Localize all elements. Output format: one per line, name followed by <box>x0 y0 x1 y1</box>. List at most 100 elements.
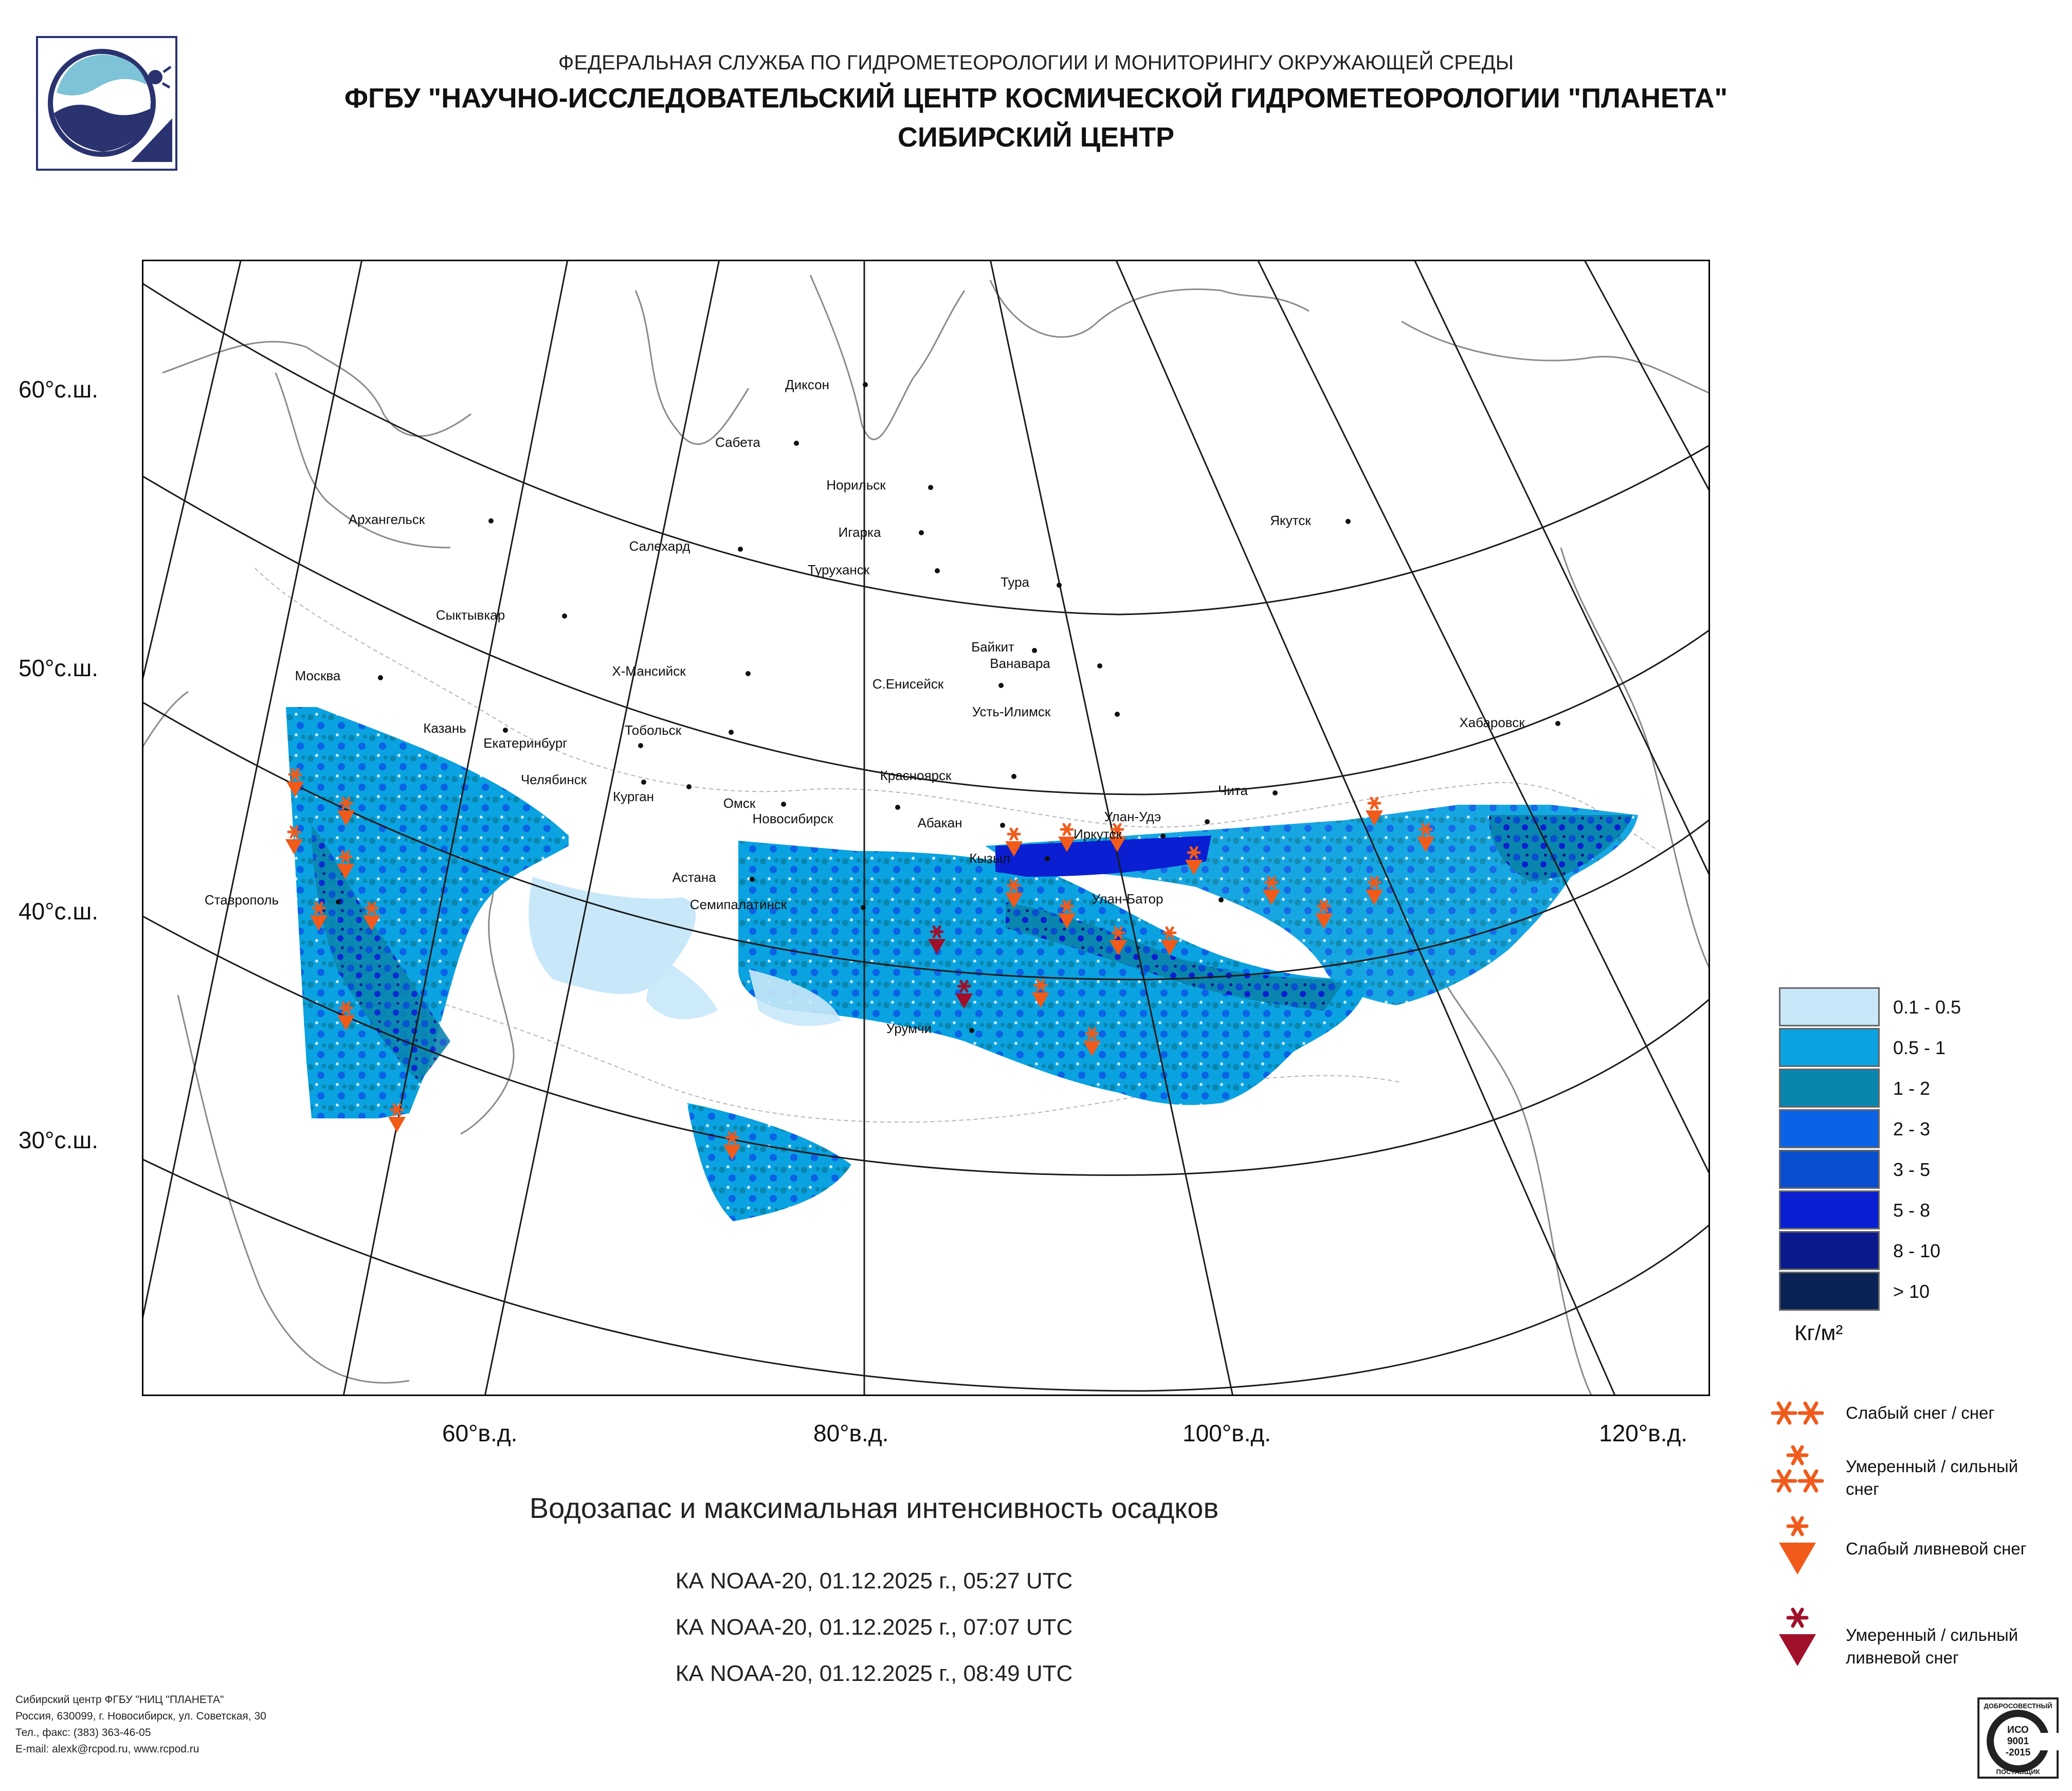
symbol-label-heavy-snow: Умеренный / сильный снег <box>1846 1457 2019 1498</box>
city-label-26: Абакан <box>917 815 962 830</box>
legend-label-3: 2 - 3 <box>1893 1118 1931 1139</box>
city-label-17: Тобольск <box>624 722 682 738</box>
city-dot <box>1045 856 1050 861</box>
pass-3: КА NOAA-20, 01.12.2025 г., 08:49 UTC <box>675 1661 1073 1686</box>
legend-swatch-3 <box>1779 1109 1880 1148</box>
light-shower-snow-marker <box>337 1001 355 1030</box>
city-label-9: Сыктывкар <box>435 607 505 623</box>
legend-unit: Кг/м² <box>1794 1320 1843 1345</box>
legend-label-1: 0.5 - 1 <box>1893 1037 1946 1058</box>
legend-swatch-5 <box>1779 1190 1880 1229</box>
city-label-22: Красноярск <box>880 768 952 783</box>
city-dot <box>935 568 940 573</box>
iso-line3: -2015 <box>2005 1747 2031 1758</box>
city-label-4: Игарка <box>838 524 881 540</box>
city-dot <box>895 805 900 810</box>
city-label-27: Улан-Удэ <box>1104 809 1161 824</box>
city-label-25: Новосибирск <box>752 811 833 826</box>
header-agency: ФЕДЕРАЛЬНАЯ СЛУЖБА ПО ГИДРОМЕТЕОРОЛОГИИ … <box>558 51 1514 74</box>
legend-swatch-7 <box>1779 1272 1880 1311</box>
contact-email: E-mail: alexk@rcpod.ru, www.rcpod.ru <box>15 1743 199 1755</box>
city-dot <box>336 899 341 904</box>
light-shower-snow-marker <box>1005 879 1023 908</box>
city-dot <box>998 683 1004 688</box>
city-layer <box>336 382 1560 1033</box>
city-dot <box>750 877 755 882</box>
iso-top: ДОБРОСОВЕСТНЫЙ <box>1984 1702 2052 1710</box>
city-label-14: С.Енисейск <box>872 676 944 692</box>
legend-label-7: > 10 <box>1893 1281 1930 1302</box>
city-label-29: Кызыл <box>969 851 1010 866</box>
city-dot <box>919 530 924 535</box>
light-shower-snow-marker <box>1366 797 1383 826</box>
city-dot <box>641 780 646 785</box>
contact-address: Россия, 630099, г. Новосибирск, ул. Сове… <box>15 1710 266 1722</box>
city-label-31: Ставрополь <box>204 892 279 908</box>
city-label-15: Усть-Илимск <box>972 704 1051 719</box>
legend-label-4: 3 - 5 <box>1893 1159 1931 1180</box>
city-label-12: Москва <box>295 668 341 683</box>
city-label-19: Екатеринбург <box>483 735 568 751</box>
legend-label-6: 8 - 10 <box>1893 1240 1941 1261</box>
city-label-32: Улан-Батор <box>1092 891 1164 907</box>
lat-label-30: 30°с.ш. <box>19 1127 99 1153</box>
city-label-16: Казань <box>423 720 466 736</box>
city-dot <box>1011 774 1016 779</box>
symbol-label-light-shower-snow: Слабый ливневой снег <box>1846 1539 2027 1558</box>
lon-label-80: 80°в.д. <box>813 1420 889 1446</box>
heavy-shower-snow-marker <box>955 980 973 1009</box>
planeta-logo <box>36 36 177 171</box>
legend-label-5: 5 - 8 <box>1893 1200 1931 1221</box>
two-asterisks-icon <box>1771 1401 1824 1425</box>
city-dot <box>1097 663 1102 668</box>
city-label-24: Омск <box>723 795 756 811</box>
city-dot <box>861 905 866 910</box>
lon-label-120: 120°в.д. <box>1599 1420 1687 1446</box>
city-dot <box>746 671 751 676</box>
city-dot <box>686 784 692 789</box>
map-panel <box>142 260 1710 1396</box>
city-dot <box>378 675 383 680</box>
city-dot <box>969 1028 974 1033</box>
city-label-34: Урумчи <box>886 1021 932 1036</box>
city-label-30: Астана <box>672 870 716 885</box>
iso-line2: 9001 <box>2007 1736 2029 1747</box>
contact-phone: Тел., факс: (383) 363-46-05 <box>15 1727 151 1739</box>
city-dot <box>928 485 933 490</box>
lat-label-60: 60°с.ш. <box>19 376 99 403</box>
legend-label-0: 0.1 - 0.5 <box>1893 997 1961 1018</box>
city-label-21: Курган <box>612 789 655 804</box>
city-dot <box>1205 819 1210 824</box>
light-shower-snow-marker <box>1005 827 1023 857</box>
light-shower-snow-marker <box>1185 846 1203 875</box>
light-shower-snow-marker <box>363 901 380 931</box>
symbol-legend: Слабый снег / снег Умеренный / сильный с… <box>1769 1388 2057 1676</box>
light-shower-snow-marker <box>337 797 355 826</box>
city-label-23: Чита <box>1218 783 1248 798</box>
legend-swatch-1 <box>1779 1028 1880 1067</box>
pass-2: КА NOAA-20, 01.12.2025 г., 07:07 UTC <box>675 1615 1073 1640</box>
contact-block: Сибирский центр ФГБУ "НИЦ "ПЛАНЕТА" Росс… <box>15 1692 266 1758</box>
symbol-icons <box>1771 1401 1824 1666</box>
iso-bottom: ПОСТАВЩИК <box>1996 1768 2040 1776</box>
light-shower-snow-marker <box>1161 926 1178 955</box>
city-dot <box>1115 712 1120 717</box>
city-label-13: Х-Мансийск <box>612 663 686 679</box>
city-label-3: Архангельск <box>348 512 425 527</box>
legend-swatch-4 <box>1779 1150 1880 1189</box>
city-dot <box>1000 823 1005 828</box>
light-shower-snow-marker <box>1110 926 1127 955</box>
city-dot <box>1273 790 1278 795</box>
contact-org: Сибирский центр ФГБУ "НИЦ "ПЛАНЕТА" <box>15 1694 224 1706</box>
country-borders <box>255 568 1659 1123</box>
city-label-5: Салехард <box>629 538 690 554</box>
symbol-label-heavy-shower-snow: Умеренный / сильный ливневой снег <box>1846 1625 2019 1667</box>
precipitation-swaths <box>286 707 1638 1221</box>
light-shower-snow-marker <box>337 850 354 879</box>
light-shower-snow-marker <box>310 901 328 931</box>
legend-swatch-2 <box>1779 1069 1880 1108</box>
city-dot <box>1346 519 1351 524</box>
asterisk-over-triangle-icon <box>1779 1516 1816 1575</box>
light-shower-snow-marker <box>388 1103 406 1132</box>
city-dot <box>1219 897 1224 902</box>
